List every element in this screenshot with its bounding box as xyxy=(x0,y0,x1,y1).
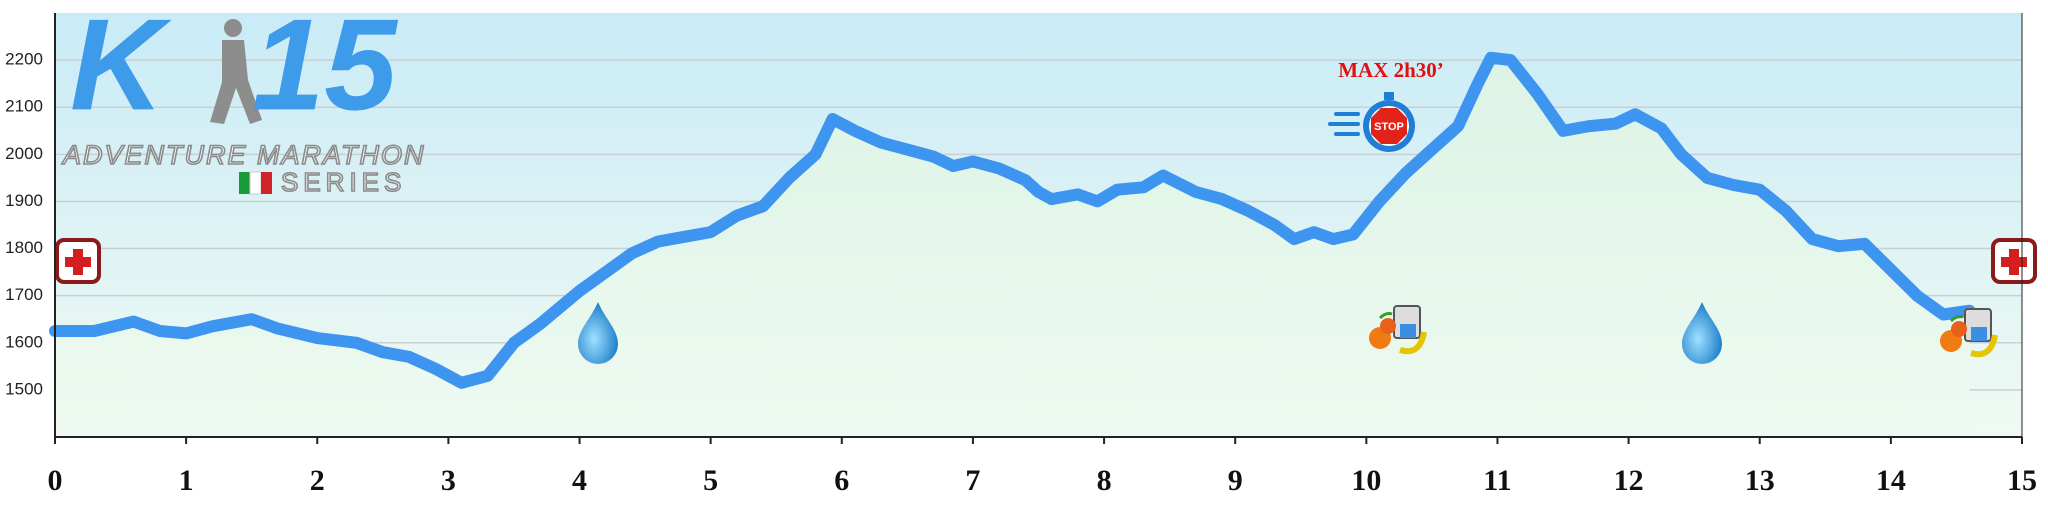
x-tick-label: 5 xyxy=(703,464,718,497)
x-tick-label: 13 xyxy=(1745,464,1775,497)
x-tick-label: 2 xyxy=(310,464,325,497)
stopwatch-icon: STOP xyxy=(1328,92,1415,152)
logo: K 15 ADVENTURE MARATHON SERIES xyxy=(60,0,426,198)
x-tick-label: 14 xyxy=(1876,464,1906,497)
x-tick-label: 4 xyxy=(572,464,587,497)
logo-number: 15 xyxy=(252,0,398,137)
y-tick-label: 2200 xyxy=(5,50,43,69)
food-icon xyxy=(1940,308,1998,358)
x-tick-label: 0 xyxy=(48,464,63,497)
logo-line2: SERIES xyxy=(281,167,406,197)
x-tick-label: 9 xyxy=(1228,464,1243,497)
first-aid-icon xyxy=(1991,238,2037,284)
x-tick-label: 10 xyxy=(1351,464,1381,497)
elevation-area xyxy=(55,57,1970,438)
y-tick-label: 1600 xyxy=(5,332,43,351)
y-tick-label: 1700 xyxy=(5,285,43,304)
logo-line1: ADVENTURE MARATHON xyxy=(61,140,426,170)
stop-label: STOP xyxy=(1374,121,1404,133)
x-tick-label: 15 xyxy=(2007,464,2037,497)
y-tick-label: 1800 xyxy=(5,238,43,257)
water-icon xyxy=(1682,302,1722,364)
food-icon xyxy=(1369,305,1427,355)
x-tick-label: 12 xyxy=(1614,464,1644,497)
time-limit: MAX 2h30’ xyxy=(1338,58,1444,82)
water-icon xyxy=(578,302,618,364)
runner-icon xyxy=(210,19,262,124)
flag xyxy=(239,171,272,195)
x-tick-label: 1 xyxy=(179,464,194,497)
plot xyxy=(49,51,1976,438)
x-tick-label: 8 xyxy=(1097,464,1112,497)
y-tick-label: 2100 xyxy=(5,97,43,116)
first-aid-icon xyxy=(55,238,101,284)
x-tick-label: 7 xyxy=(965,464,980,497)
y-tick-label: 1500 xyxy=(5,379,43,398)
y-tick-label: 1900 xyxy=(5,191,43,210)
y-tick-label: 2000 xyxy=(5,144,43,163)
x-tick-label: 3 xyxy=(441,464,456,497)
elevation-line xyxy=(49,51,1976,389)
x-tick-label: 11 xyxy=(1483,464,1511,497)
logo-letter: K xyxy=(70,0,172,137)
x-tick-label: 6 xyxy=(834,464,849,497)
